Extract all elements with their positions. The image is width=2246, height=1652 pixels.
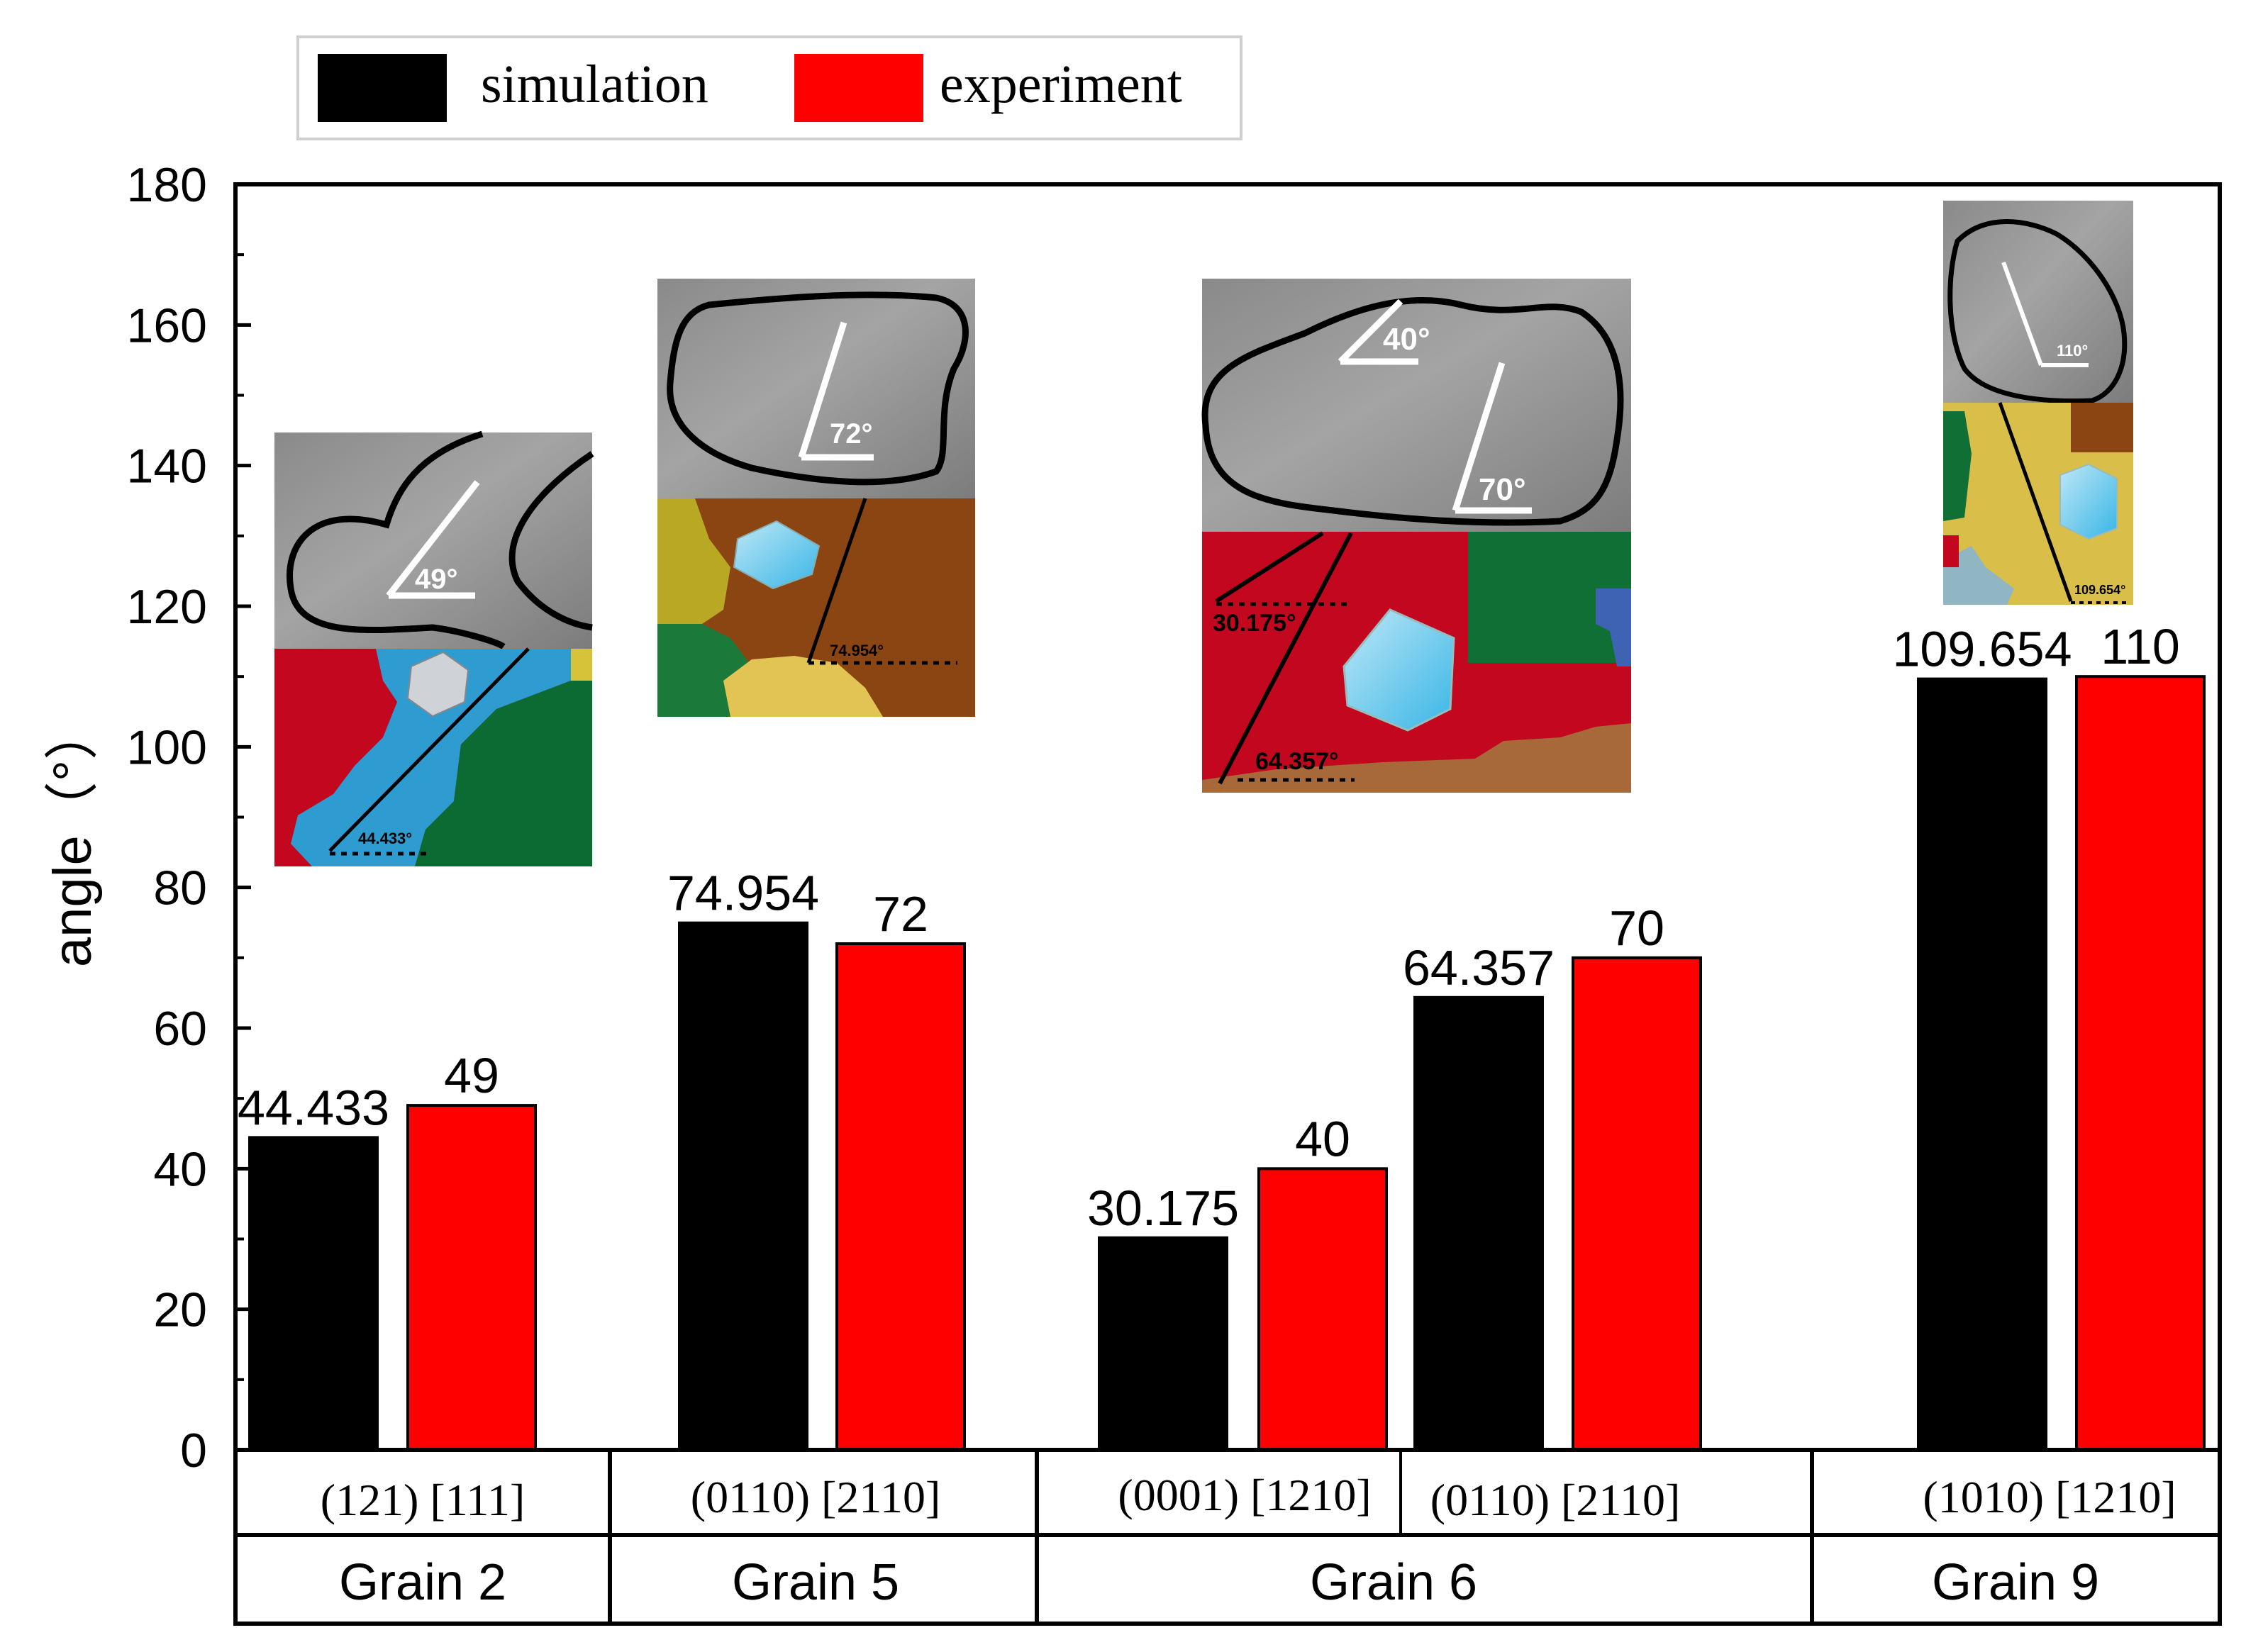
bar-simulation-4 [1413, 995, 1544, 1451]
y-axis-label: angle（°） [43, 706, 103, 967]
inset-computed-angle-a: 30.175° [1213, 610, 1296, 637]
y-tick-label: 80 [153, 861, 207, 915]
inset-computed-angle-b: 64.357° [1255, 748, 1339, 775]
y-axis-ticks: 0 20 40 60 80 100 120 140 160 180 [127, 158, 251, 1478]
legend-experiment-swatch [794, 54, 923, 122]
grain-label-2: Grain 2 [339, 1554, 506, 1611]
inset-computed-angle: 109.654° [2074, 583, 2125, 597]
inset-sem-image [1943, 201, 2133, 403]
category-label-1: (121) [111] [321, 1475, 526, 1525]
legend-simulation-swatch [318, 54, 447, 122]
inset-measured-angle: 49° [415, 564, 458, 595]
inset-grain-2: 49° 44.433° [274, 430, 594, 866]
data-label-experiment-1: 49 [444, 1048, 499, 1103]
bar-simulation-3 [1098, 1236, 1228, 1451]
y-tick-label: 0 [180, 1424, 207, 1478]
inset-computed-angle: 44.433° [358, 830, 412, 847]
bar-experiment-1 [406, 1104, 537, 1452]
category-label-5: (1010) [1210] [1923, 1472, 2176, 1522]
bars [248, 675, 2206, 1452]
inset-sem-image [657, 279, 975, 498]
ebsd-grain-red [1943, 535, 1959, 567]
inset-computed-angle: 74.954° [830, 642, 884, 659]
ebsd-grain-green [415, 681, 592, 866]
ebsd-grain-olive [657, 498, 730, 624]
bar-experiment-3 [1257, 1167, 1388, 1452]
data-label-experiment-4: 70 [1609, 900, 1664, 956]
y-tick-label: 180 [127, 158, 207, 212]
bar-simulation-5 [1917, 677, 2047, 1452]
y-tick-label: 140 [127, 440, 207, 493]
category-label-3: (0001) [1210] [1118, 1470, 1371, 1520]
bar-experiment-2 [835, 942, 966, 1451]
legend-experiment-label: experiment [940, 55, 1182, 114]
data-labels: 44.433 74.954 30.175 64.357 109.654 49 72 40 70 1… [238, 619, 2180, 1236]
data-label-simulation-5: 109.654 [1892, 622, 2072, 677]
data-label-simulation-4: 64.357 [1403, 940, 1555, 995]
data-label-experiment-2: 72 [873, 886, 928, 942]
grain-boundary [287, 430, 594, 649]
legend: simulation experiment [296, 35, 1242, 140]
grain-boundary [667, 291, 969, 486]
y-tick-label: 40 [153, 1142, 207, 1196]
ebsd-grain-brown [2071, 403, 2133, 452]
inset-sem-image [1202, 279, 1631, 532]
bar-experiment-5 [2075, 675, 2206, 1452]
data-label-simulation-3: 30.175 [1087, 1181, 1239, 1236]
bar-simulation-1 [248, 1136, 379, 1452]
crystal-cube [406, 651, 469, 718]
inset-measured-angle: 72° [830, 418, 873, 450]
grain-label-6: Grain 6 [1310, 1554, 1477, 1611]
inset-measured-angle-a: 40° [1383, 322, 1430, 357]
bar-simulation-2 [678, 921, 808, 1451]
inset-grain-6: 40° 70° 30.175° 64.357° [1201, 279, 1631, 793]
ebsd-grain-green [1943, 411, 1972, 521]
data-label-experiment-3: 40 [1295, 1111, 1350, 1166]
crystal-cube [1342, 608, 1455, 732]
ebsd-grain-blue [291, 649, 571, 866]
inset-grain-5: 72° 74.954° [657, 279, 975, 717]
grain-boundary [1947, 219, 2128, 404]
category-table: (121) [111] (0110) [2110] (0001) [1210] … [233, 1448, 2222, 1626]
crystal-cube [2059, 463, 2118, 540]
ebsd-grain-lightblue [1943, 546, 2014, 605]
category-label-4: (0110) [2110] [1430, 1475, 1681, 1525]
y-tick-label: 160 [127, 298, 207, 352]
inset-measured-angle-b: 70° [1479, 472, 1526, 507]
inset-measured-angle: 110° [2057, 342, 2088, 359]
category-label-2: (0110) [2110] [691, 1472, 941, 1522]
ebsd-grain-brown [1202, 723, 1631, 793]
data-label-simulation-1: 44.433 [238, 1080, 389, 1135]
ebsd-grain-yellow [723, 656, 883, 717]
grain-boundary [1201, 297, 1624, 526]
data-label-experiment-5: 110 [2101, 619, 2180, 674]
data-label-simulation-2: 74.954 [667, 866, 819, 921]
crystal-cube [733, 520, 821, 590]
y-tick-label: 100 [127, 720, 207, 774]
y-tick-label: 20 [153, 1283, 207, 1337]
legend-simulation-label: simulation [481, 55, 708, 114]
grain-label-9: Grain 9 [1932, 1554, 2099, 1611]
bar-experiment-4 [1572, 956, 1702, 1452]
ebsd-grain-blue [1596, 588, 1631, 666]
grain-label-5: Grain 5 [732, 1554, 899, 1611]
y-tick-label: 60 [153, 1002, 207, 1056]
y-tick-label: 120 [127, 580, 207, 634]
ebsd-grain-yellow [571, 649, 592, 681]
inset-grain-9: 110° 109.654° [1943, 201, 2133, 605]
